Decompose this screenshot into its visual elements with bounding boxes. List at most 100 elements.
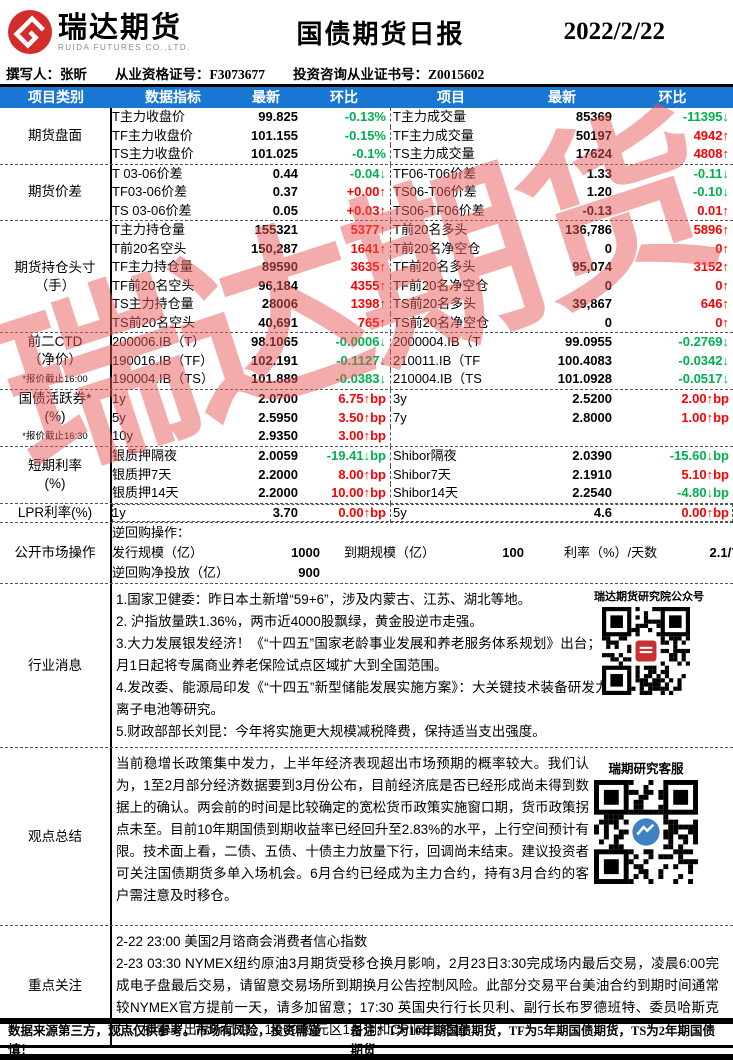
section-text: 当前稳增长政策集中发力，上半年经济表现超出市场预期的概率较大。我们认为，1至2月… — [112, 748, 733, 925]
column-header: 数据指标 — [145, 89, 201, 105]
label-cell: T前20名空头 — [112, 240, 187, 256]
change-cell: -15.60↓bp — [669, 448, 729, 463]
brand-name: 瑞达期货 — [58, 11, 183, 44]
label-cell: 银质押隔夜 — [112, 448, 178, 463]
table-cell: 逆回购净投放（亿） — [112, 565, 230, 580]
label-cell: TF主力收盘价 — [112, 127, 193, 143]
value-cell: 3.70 — [272, 504, 298, 520]
change-cell: 4942↑ — [693, 127, 729, 143]
section-rows: 当前稳增长政策集中发力，上半年经济表现超出市场预期的概率较大。我们认为，1至2月… — [112, 748, 733, 925]
change-cell: 0.01↑ — [697, 202, 729, 218]
table-row: 10y 2.9350 3.00↑bp — [112, 427, 733, 446]
label-cell: 1y — [112, 391, 126, 406]
section-category: 期货价差 — [0, 164, 112, 220]
value-cell: 2.0390 — [572, 448, 612, 463]
value-cell: 2.2540 — [572, 485, 612, 500]
value-cell: 98.1065 — [251, 334, 298, 349]
label-cell: Shibor14天 — [390, 484, 512, 503]
change-cell: -0.1% — [352, 146, 386, 161]
label-cell: 210004.IB（TS — [390, 370, 512, 389]
section-category: 行业消息 — [0, 584, 112, 747]
table-header-row: 项目类别 数据指标 最新 环比 项目 最新 环比 — [0, 87, 733, 108]
ruida-logo-icon — [8, 10, 52, 54]
brand-subtitle: RUIDA FUTURES CO.,LTD. — [58, 42, 191, 52]
change-cell: 5.10↑bp — [681, 466, 729, 482]
column-header: 项目类别 — [28, 89, 84, 105]
label-cell: 银质押14天 — [112, 485, 179, 500]
report-footer: 数据来源第三方，观点仅供参考。市场有风险，投资需谨慎！ 备注：T为10年期国债期… — [0, 1018, 733, 1060]
qr2-label: 瑞期研究客服 — [608, 762, 684, 776]
table-cell: 2.1/7 — [709, 545, 733, 560]
table-row: 逆回购操作： — [112, 523, 733, 543]
value-cell: 0 — [604, 277, 612, 293]
value-cell: 100.4083 — [557, 352, 612, 368]
column-header: 最新 — [252, 89, 280, 105]
value-cell: 2.9350 — [258, 428, 298, 443]
change-cell: -11395↓ — [682, 109, 729, 124]
value-cell: 101.155 — [251, 127, 298, 143]
table-row: 190004.IB（TS） 101.889 -0.0383↓ 210004.IB（TS… — [112, 370, 733, 389]
news-item: 2. 沪指放量跌1.36%，两市近4000股飘绿，黄金股逆市走强。 — [116, 614, 483, 629]
value-cell: 50197 — [575, 127, 612, 143]
section-category-line: 短期利率 — [28, 457, 82, 473]
section-text: 2-22 23:00 美国2月谘商会消费者信心指数 2-23 03:30 NYME… — [112, 926, 733, 1045]
section-category: 国债活跃券* (%) *报价截止16:30 — [0, 390, 112, 446]
label-cell: 190016.IB（TF） — [112, 352, 214, 368]
change-cell: 765↑ — [357, 314, 386, 330]
value-cell: 101.025 — [251, 146, 298, 161]
change-cell: 1398↑ — [350, 296, 386, 311]
byline: 撰写人：张昕 从业资格证号：F3073677 投资咨询从业证书号：Z001560… — [0, 62, 733, 84]
label-cell: TF03-06价差 — [112, 184, 188, 199]
footer-bottom-bar — [0, 1054, 733, 1060]
change-cell: -0.2769↓ — [678, 334, 729, 349]
table-row: TF前20名空头 96,184 4355↑ TF前20名净空仓 0 0↑ — [112, 276, 733, 295]
value-cell: -0.13 — [582, 202, 612, 218]
value-cell: 2.5950 — [258, 409, 298, 425]
label-cell: TS前20名多头 — [390, 295, 512, 314]
value-cell: 0.44 — [272, 165, 298, 181]
value-cell: 101.889 — [251, 371, 298, 386]
qr-code-customer-service — [594, 780, 698, 884]
table-row: TF03-06价差 0.37 +0.00↑ TS06-T06价差 1.20 -0.10↓ — [112, 183, 733, 202]
table-section: 短期利率 (%) 银质押隔夜 2.0059 -19.41↓bp Shibor隔夜 2.039… — [0, 446, 733, 503]
footer-top-bar — [0, 1018, 733, 1024]
value-cell: 95,074 — [572, 259, 612, 274]
value-cell: 0 — [604, 314, 612, 330]
label-cell: TF前20名净空仓 — [390, 276, 512, 295]
table-row: TS主力持仓量 28006 1398↑ TS前20名多头 39,867 646↑ — [112, 295, 733, 314]
value-cell: 2.2000 — [258, 485, 298, 500]
value-cell: 0.37 — [272, 184, 298, 199]
section-rows: 1y 2.0700 6.75↑bp 3y 2.5200 2.00↑bp 5y 2.5950 3.… — [112, 390, 733, 446]
label-cell: TF主力成交量 — [390, 126, 512, 145]
change-cell: -4.80↓bp — [676, 485, 729, 500]
change-cell: 2.00↑bp — [681, 391, 729, 406]
change-cell: 3152↑ — [693, 259, 729, 274]
change-cell: 646↑ — [700, 296, 729, 311]
label-cell: TF06-T06价差 — [390, 164, 512, 183]
section-category: 观点总结 — [0, 748, 112, 925]
value-cell: 155321 — [254, 222, 298, 237]
label-cell: TS主力收盘价 — [112, 146, 194, 161]
table-section: 重点关注 2-22 23:00 美国2月谘商会消费者信心指数 2-23 03:30 … — [0, 925, 733, 1045]
value-cell: 4.6 — [593, 504, 612, 520]
news-item: 1.国家卫健委：昨日本土新增“59+6”，涉及内蒙古、江苏、湖北等地。 — [116, 592, 532, 607]
value-cell: 102.191 — [251, 352, 298, 368]
change-cell: 3635↑ — [350, 259, 386, 274]
label-cell: Shibor隔夜 — [390, 447, 512, 466]
table-section: LPR利率(%) 1y 3.70 0.00↑bp 5y 4.6 0.00↑bp — [0, 502, 733, 522]
text-line: 2-22 23:00 美国2月谘商会消费者信心指数 — [116, 934, 368, 949]
change-cell — [612, 427, 733, 446]
value-cell: 89590 — [261, 259, 298, 274]
change-cell: +0.00↑ — [346, 184, 386, 199]
change-cell: 6.75↑bp — [338, 391, 386, 406]
label-cell: Shibor7天 — [390, 465, 512, 484]
label-cell: TS06-TF06价差 — [390, 201, 512, 220]
label-cell: T 03-06价差 — [112, 165, 183, 181]
section-category-line: (%) — [44, 475, 66, 491]
table-section: 期货盘面 T主力收盘价 99.825 -0.13% T主力成交量 85369 -11395↓… — [0, 108, 733, 164]
change-cell: -0.10↓ — [692, 184, 729, 199]
customer-service-qr-block: 瑞期研究客服 — [588, 758, 704, 889]
table-section: 期货持仓头寸 （手） T主力持仓量 155321 5377↑ T前20名多头 136,786… — [0, 220, 733, 332]
label-cell: TF前20名空头 — [112, 277, 195, 293]
qr1-label: 瑞达期货研究院公众号 — [594, 591, 704, 603]
